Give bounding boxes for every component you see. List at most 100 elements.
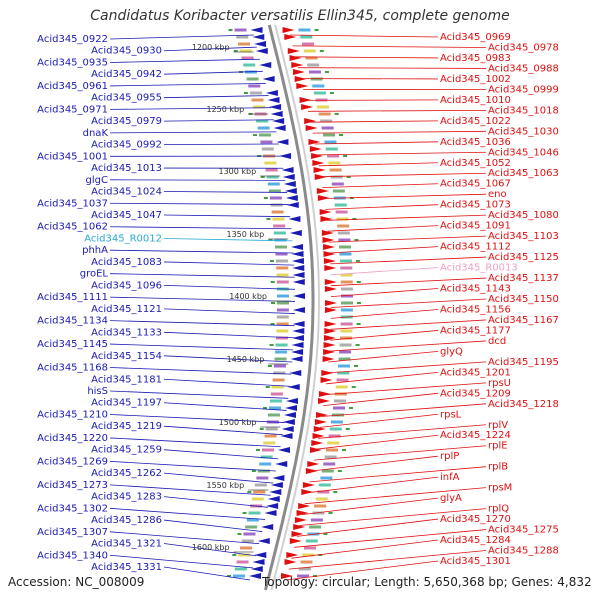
feature-bar xyxy=(272,378,285,382)
green-tick xyxy=(237,533,242,535)
gene-arrow-right xyxy=(319,209,332,215)
feature-bar xyxy=(273,371,286,375)
leader-line-right xyxy=(310,120,439,123)
leader-line-left xyxy=(109,390,289,399)
gene-label-left: Acid345_1286 xyxy=(91,515,162,526)
gene-arrow-right xyxy=(309,146,322,152)
gene-label-left: Acid345_0979 xyxy=(91,116,162,127)
gene-label-right: rplQ xyxy=(488,504,509,515)
leader-line-right xyxy=(304,487,487,505)
feature-bar xyxy=(243,63,256,67)
leader-line-left xyxy=(109,554,254,569)
feature-bar xyxy=(274,357,287,361)
gene-label-right: eno xyxy=(488,189,507,200)
gene-arrow-left xyxy=(250,566,263,572)
position-marker: 1250 kbp xyxy=(207,105,245,114)
leader-line-left xyxy=(163,472,274,484)
green-tick xyxy=(333,491,338,493)
feature-bar xyxy=(276,301,289,305)
green-tick xyxy=(323,533,328,535)
green-tick xyxy=(255,449,260,451)
gene-label-left: Acid345_1331 xyxy=(91,562,162,573)
position-marker: 1450 kbp xyxy=(227,355,265,364)
gene-label-right: Acid345_1067 xyxy=(440,179,511,190)
feature-bar xyxy=(320,476,333,480)
green-tick xyxy=(269,344,274,346)
feature-bar xyxy=(259,462,272,466)
leader-line-left xyxy=(163,449,279,460)
green-tick xyxy=(345,428,350,430)
leader-line-right xyxy=(302,497,439,515)
green-tick xyxy=(265,386,270,388)
feature-bar xyxy=(275,350,288,354)
gene-arrow-left xyxy=(280,433,293,439)
leader-line-left xyxy=(163,285,295,290)
gene-label-left: Acid345_1340 xyxy=(37,550,108,561)
feature-bar xyxy=(271,210,284,214)
gene-arrow-left xyxy=(261,524,274,530)
feature-bar xyxy=(323,133,336,137)
feature-bar xyxy=(334,392,347,396)
feature-bar xyxy=(318,112,331,116)
green-tick xyxy=(232,554,237,556)
feature-bar xyxy=(327,154,340,158)
green-tick xyxy=(354,239,359,241)
gene-arrow-right xyxy=(293,524,306,530)
gene-arrow-right xyxy=(320,216,333,222)
feature-bar xyxy=(249,91,262,95)
green-tick xyxy=(270,302,275,304)
gene-label-left: Acid345_0922 xyxy=(37,34,108,45)
feature-bar xyxy=(253,490,266,494)
feature-bar xyxy=(268,406,281,410)
gene-label-left: Acid345_1220 xyxy=(37,433,108,444)
gene-label-right: rplP xyxy=(440,451,459,462)
backbone-line xyxy=(264,24,315,591)
gene-arrow-right xyxy=(292,69,305,75)
gene-arrow-left xyxy=(266,503,279,509)
feature-bar xyxy=(265,427,278,431)
gene-arrow-left xyxy=(277,447,290,453)
leader-line-right xyxy=(289,34,439,38)
gene-arrow-left xyxy=(292,307,305,313)
position-marker: 1200 kbp xyxy=(192,43,230,52)
gene-arrow-left xyxy=(269,489,282,495)
leader-line-right xyxy=(285,560,439,581)
gene-arrow-right xyxy=(321,370,334,376)
gene-arrow-left xyxy=(265,90,278,96)
feature-bar xyxy=(308,70,321,74)
feature-bar xyxy=(269,399,282,403)
gene-label-left: Acid345_0992 xyxy=(91,140,162,151)
gene-tracks xyxy=(227,24,361,591)
leader-line-right xyxy=(292,45,487,48)
gene-arrow-left xyxy=(254,552,267,558)
gene-arrow-left xyxy=(264,510,277,516)
position-markers: 1200 kbp 1250 kbp 1300 kbp 1350 kbp 1400 kbp… xyxy=(192,43,291,553)
leader-line-left xyxy=(163,46,257,52)
gene-label-left: Acid345_0942 xyxy=(91,69,162,80)
leader-line-right xyxy=(291,539,439,559)
leader-line-left xyxy=(109,461,276,472)
green-tick xyxy=(319,50,324,52)
green-tick xyxy=(341,449,346,451)
green-tick xyxy=(270,281,275,283)
leader-line-left xyxy=(109,107,272,110)
feature-bar xyxy=(329,168,342,172)
position-marker: 1350 kbp xyxy=(227,230,265,239)
gene-label-left: Acid345_1134 xyxy=(37,316,108,327)
gene-arrow-left xyxy=(252,559,265,565)
gene-arrow-left xyxy=(292,328,305,334)
feature-bar xyxy=(329,427,342,431)
feature-bar xyxy=(241,539,254,543)
feature-bar xyxy=(248,511,261,515)
gene-label-left: Acid345_0930 xyxy=(91,46,162,57)
gene-label-left: Acid345_1283 xyxy=(91,492,162,503)
gene-label-right: Acid345_1137 xyxy=(488,273,559,284)
feature-bar xyxy=(275,259,288,263)
feature-bar xyxy=(241,56,254,60)
gene-arrow-left xyxy=(262,76,275,82)
leader-line-left xyxy=(109,273,295,278)
gene-label-right: glyQ xyxy=(440,346,463,357)
leader-line-right xyxy=(312,130,487,134)
green-tick xyxy=(267,365,272,367)
feature-bar xyxy=(269,196,282,200)
